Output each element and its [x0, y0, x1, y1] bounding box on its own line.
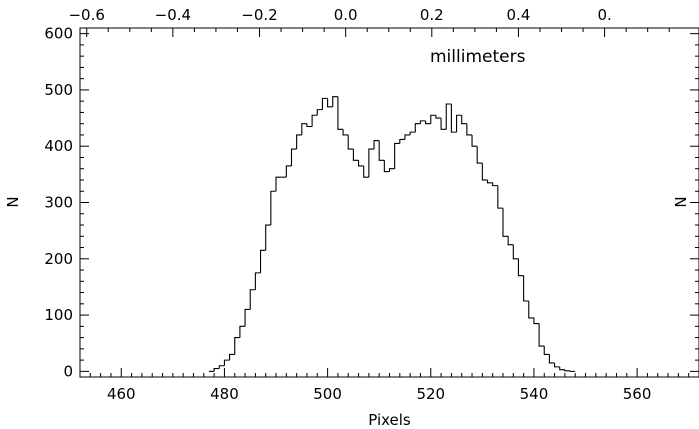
top-tick-label: 0.4 [507, 6, 531, 24]
x-tick-label: 540 [520, 385, 549, 403]
histogram-bin [265, 224, 271, 251]
histogram-bin [239, 325, 246, 338]
histogram-bin [373, 140, 380, 150]
histogram-bin [456, 114, 462, 133]
histogram-bin [378, 140, 385, 161]
histogram-bin [492, 182, 498, 187]
histogram-bin [254, 272, 261, 290]
histogram-bin [481, 163, 488, 181]
top-tick-label: −0.6 [68, 6, 104, 24]
y-tick-label: 300 [44, 194, 73, 212]
histogram-bin [285, 165, 292, 178]
x-tick-label: 500 [313, 385, 342, 403]
top-tick-label: 0. [597, 6, 611, 24]
histogram-bin [445, 103, 452, 130]
x-tick-label: 520 [416, 385, 445, 403]
histogram-bin [332, 96, 338, 107]
histogram-bin [569, 370, 576, 372]
histogram-bin [337, 96, 344, 130]
histogram-bin [548, 354, 555, 364]
histogram-bin [327, 98, 333, 108]
histogram-bin [554, 362, 560, 368]
bottom-axis-ticks: 460 480 500 520 540 560 [79, 368, 699, 403]
histogram-bin [507, 236, 514, 246]
histogram-bin [533, 317, 540, 325]
y-tick-label: 100 [44, 306, 73, 324]
histogram-bin [368, 148, 375, 178]
histogram-bin [538, 323, 545, 347]
y-tick-label: 500 [44, 81, 73, 99]
histogram-bin [270, 190, 277, 226]
histogram-bin [543, 346, 550, 356]
histogram-bin [290, 148, 297, 166]
histogram-bin [316, 109, 323, 116]
right-y-axis-title: N [672, 196, 690, 207]
top-axis-ticks: −0.6 −0.4 −0.2 0.0 0.2 0.4 0. [68, 6, 670, 37]
plot-frame [79, 27, 699, 378]
histogram-bin [223, 359, 230, 366]
histogram-bin [471, 134, 478, 147]
histogram-bin [517, 258, 524, 277]
histogram-bin [383, 160, 390, 173]
histogram-bin [414, 123, 421, 133]
x-axis-title: Pixels [368, 411, 411, 429]
histogram-bin [213, 368, 220, 372]
histogram-bin [523, 275, 529, 302]
x-tick-label: 480 [210, 385, 239, 403]
histogram-bin [249, 289, 256, 310]
histogram-bin [259, 249, 266, 273]
y-tick-label: 200 [44, 250, 73, 268]
histogram-bin [311, 114, 318, 127]
histogram-bin [486, 179, 493, 184]
histogram-bin [430, 114, 436, 124]
histogram-bin [435, 115, 442, 119]
histogram-bin [301, 123, 307, 135]
histogram-bin [358, 160, 364, 167]
histogram-bin [275, 176, 282, 192]
histogram-bin [296, 134, 302, 150]
top-tick-label: −0.2 [241, 6, 277, 24]
histogram-bin [352, 149, 359, 161]
histogram-bin [244, 308, 251, 327]
histogram-series [208, 96, 576, 372]
histogram-bin [342, 129, 349, 136]
histogram-bin [425, 120, 431, 125]
histogram-bin [409, 131, 416, 135]
histogram-bin [559, 366, 565, 371]
histogram-bin [476, 146, 483, 164]
top-tick-label: 0.0 [334, 6, 358, 24]
histogram-bin [497, 185, 503, 209]
y-axis-title: N [4, 196, 22, 207]
histogram-bin [502, 208, 509, 237]
histogram-bin [394, 142, 400, 169]
histogram-bin [404, 134, 411, 140]
histogram-bin [321, 97, 328, 110]
histogram-bin [440, 118, 447, 130]
histogram-bin [419, 120, 426, 124]
x-tick-label: 460 [107, 385, 136, 403]
histogram-bin [229, 353, 235, 361]
x-tick-label: 560 [623, 385, 652, 403]
histogram-bin [399, 138, 405, 144]
top-tick-label: −0.4 [155, 6, 191, 24]
histogram-bin [461, 115, 467, 125]
histogram-bin [218, 365, 225, 369]
top-tick-label: 0.2 [420, 6, 444, 24]
histogram-bin [528, 301, 534, 319]
histogram-bin [466, 123, 473, 136]
histogram-bin [450, 103, 457, 133]
y-tick-label: 0 [63, 362, 73, 380]
millimeters-annotation: millimeters [430, 47, 526, 67]
histogram-bin [306, 123, 313, 128]
histogram-bin [512, 244, 519, 260]
y-tick-label: 400 [44, 137, 73, 155]
y-tick-label: 600 [44, 25, 73, 43]
histogram-bin [363, 165, 369, 178]
histogram-bin [347, 134, 354, 150]
histogram-bin [388, 168, 395, 172]
left-axis-ticks: 0 100 200 300 400 500 600 [44, 25, 699, 380]
histogram-bin [564, 369, 571, 372]
histogram-bin [234, 337, 240, 355]
